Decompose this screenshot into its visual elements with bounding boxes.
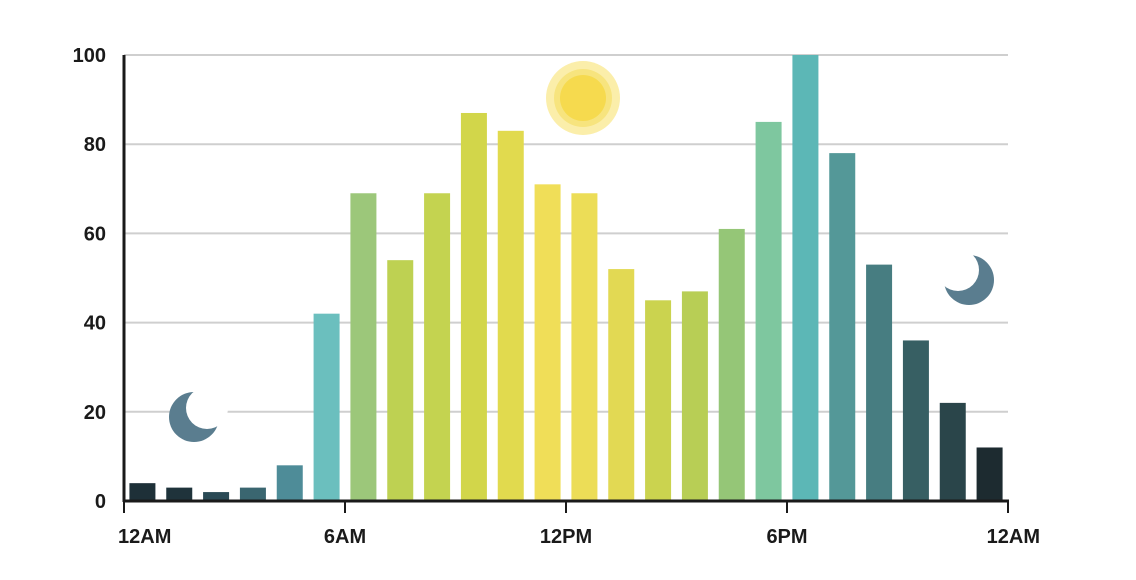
sun-icon [546,61,620,135]
y-tick-label: 0 [95,491,106,513]
moon-icon [937,249,994,305]
bar-11am [534,184,561,501]
bar-3am [239,487,266,501]
x-tick-label: 6AM [324,526,366,548]
bar-2pm [645,300,672,501]
y-tick-label: 20 [84,402,106,424]
x-tick-labels: 12AM 6AM 12PM 6PM 12AM [118,501,1040,548]
bar-6am [350,193,377,501]
x-tick-label: 12AM [118,526,171,548]
y-tick-label: 60 [84,223,106,245]
bar-1am [166,487,193,501]
y-tick-label: 40 [84,313,106,335]
bar-7pm [829,153,856,501]
y-tick-label: 80 [84,134,106,156]
moon-icon [169,387,228,442]
bars [129,55,1003,502]
bar-3pm [681,291,708,501]
bar-5am [313,313,340,501]
x-tick-label: 6PM [766,526,807,548]
bar-12am [129,483,156,501]
bar-11pm [976,447,1003,501]
y-tick-label: 100 [73,45,106,67]
bar-7am [387,260,414,501]
bar-8am [424,193,451,501]
bar-5pm [755,121,782,502]
bar-4am [276,465,303,501]
bar-1pm [608,269,635,501]
bar-10pm [939,402,966,501]
x-tick-label: 12AM [987,526,1040,548]
gridlines [124,54,1008,413]
bar-2am [203,492,230,501]
bar-6pm [792,55,819,501]
bar-10am [497,130,524,501]
bar-9pm [902,340,929,501]
x-tick-label: 12PM [540,526,592,548]
bar-8pm [866,264,893,501]
y-tick-labels: 0 20 40 60 80 100 [73,45,106,513]
bar-4pm [718,228,745,501]
bar-9am [460,112,487,501]
bar-12pm [571,193,598,501]
